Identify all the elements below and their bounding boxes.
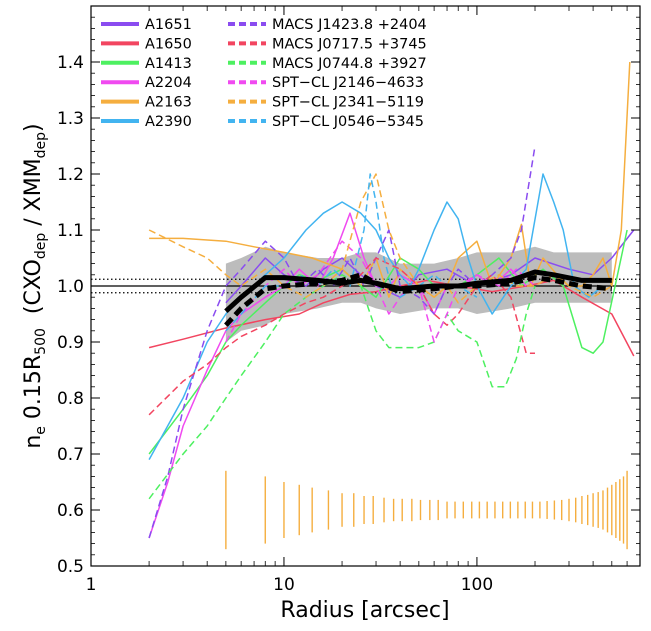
series-line-2 xyxy=(148,229,628,455)
y-tick-label-4: 0.9 xyxy=(57,333,84,353)
legend-label-4: A2163 xyxy=(145,95,192,111)
y-axis-title: ne 0.15R500 (CXOdep / XMMdep) xyxy=(21,123,49,448)
y-tick-label-7: 1.2 xyxy=(57,165,84,185)
y-tick-label-9: 1.4 xyxy=(57,53,84,73)
series-line-10 xyxy=(148,173,613,304)
legend-label-9: SPT−CL J2146−4633 xyxy=(272,75,424,91)
series-line-7 xyxy=(148,257,535,416)
legend: A1651 A1650 A1413 A2204 A2163 A2390 MACS J1423… xyxy=(101,17,427,130)
legend-label-6: MACS J1423.8 +2404 xyxy=(272,17,427,33)
x-tick-label-1: 10 xyxy=(273,575,295,595)
y-tick-label-1: 0.6 xyxy=(57,501,84,521)
legend-label-8: MACS J0744.8 +3927 xyxy=(272,56,427,72)
error-bars xyxy=(225,470,628,550)
x-axis-title: Radius [arcsec] xyxy=(280,598,449,623)
y-tick-label-0: 0.5 xyxy=(57,557,84,577)
series-line-9 xyxy=(225,240,536,343)
legend-label-2: A1413 xyxy=(145,56,192,72)
x-tick-label-0: 1 xyxy=(86,575,97,595)
scatter-band-area xyxy=(225,246,612,342)
series-line-12 xyxy=(224,269,612,314)
series-line-5 xyxy=(148,173,604,460)
legend-label-0: A1651 xyxy=(145,17,192,33)
series-line-8 xyxy=(148,274,536,500)
series-lines xyxy=(148,61,635,539)
y-tick-label-8: 1.3 xyxy=(57,109,84,129)
axis-ticks: 0.5 0.6 0.7 0.8 0.9 1.0 1.1 1.2 1.3 1.4 1 10 100 xyxy=(57,6,641,595)
x-tick-label-2: 100 xyxy=(461,575,493,595)
legend-label-11: SPT−CL J0546−5345 xyxy=(272,114,424,130)
legend-label-1: A1650 xyxy=(145,36,192,52)
legend-label-5: A2390 xyxy=(145,114,192,130)
y-tick-label-6: 1.1 xyxy=(57,221,84,241)
legend-label-10: SPT−CL J2341−5119 xyxy=(272,95,424,111)
y-tick-label-5: 1.0 xyxy=(57,277,84,297)
legend-label-7: MACS J0717.5 +3745 xyxy=(272,36,427,52)
legend-label-3: A2204 xyxy=(145,75,192,91)
y-tick-label-3: 0.8 xyxy=(57,389,84,409)
scatter-band xyxy=(225,246,612,342)
y-tick-label-2: 0.7 xyxy=(57,445,84,465)
